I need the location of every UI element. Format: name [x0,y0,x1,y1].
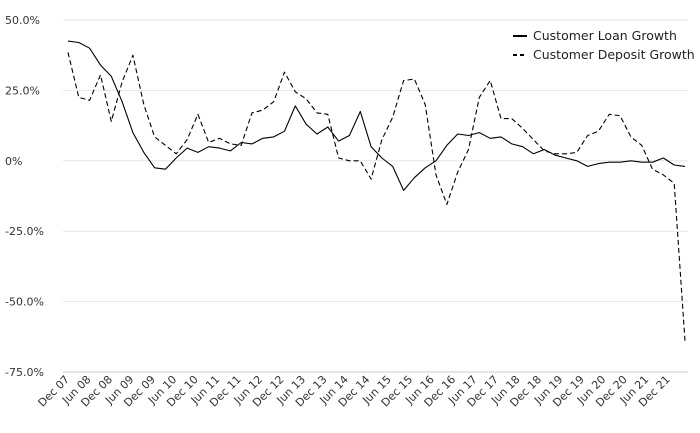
series-line-loan [67,40,686,191]
legend-label-deposit: Customer Deposit Growth [533,47,695,62]
y-tick-label: 25.0% [5,84,40,97]
y-tick-label: -25.0% [5,225,44,238]
legend-label-loan: Customer Loan Growth [533,28,677,43]
series-lines [67,40,686,342]
y-axis-ticks: 50.0% 25.0% 0% -25.0% -50.0% -75.0% [5,14,44,379]
legend: Customer Loan Growth Customer Deposit Gr… [513,28,695,62]
y-tick-label: 0% [5,155,22,168]
series-line-deposit [67,52,686,342]
y-tick-label: -75.0% [5,366,44,379]
legend-item-deposit: Customer Deposit Growth [513,47,695,62]
grid-lines [63,19,688,373]
legend-item-loan: Customer Loan Growth [513,28,677,43]
y-tick-label: 50.0% [5,14,40,27]
y-tick-label: -50.0% [5,296,44,309]
